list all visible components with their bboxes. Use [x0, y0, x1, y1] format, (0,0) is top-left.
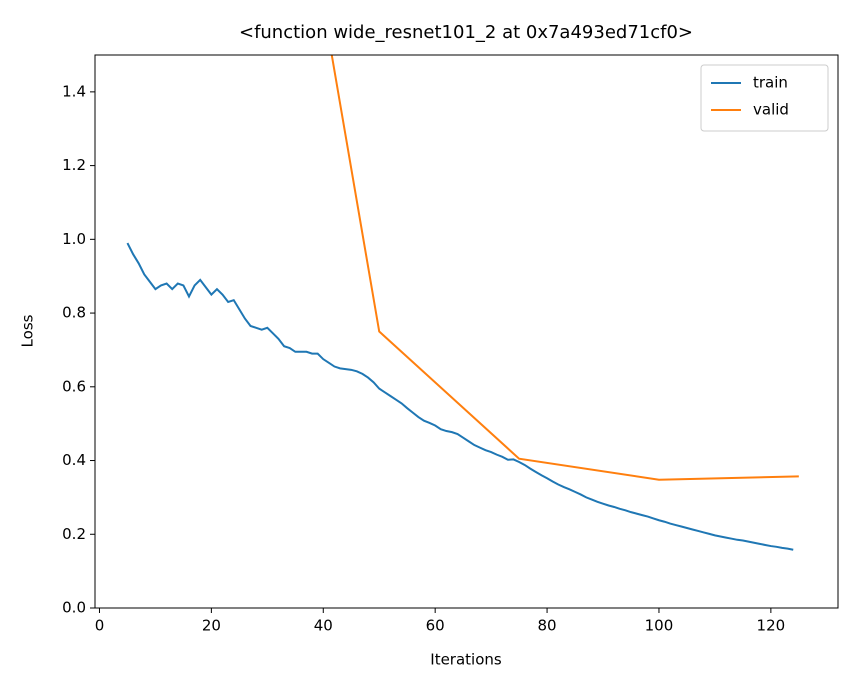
plot-lines [126, 55, 799, 551]
x-axis-label: Iterations [430, 651, 502, 669]
y-tick-label: 1.0 [62, 230, 86, 248]
x-tick-label: 40 [314, 617, 333, 635]
y-tick-label: 0.2 [62, 525, 86, 543]
plot-frame [94, 54, 839, 609]
x-tick-label: 100 [645, 617, 674, 635]
x-tick-label: 0 [95, 617, 105, 635]
x-tick-label: 80 [538, 617, 557, 635]
series-line [126, 242, 794, 551]
x-tick-label: 60 [426, 617, 445, 635]
y-tick-label: 1.2 [62, 156, 86, 174]
y-tick-label: 0.6 [62, 377, 86, 395]
x-tick-label: 120 [757, 617, 786, 635]
y-tick-label: 1.4 [62, 82, 86, 100]
y-tick-label: 0.4 [62, 451, 86, 469]
y-tick-label: 0.8 [62, 304, 86, 322]
y-tick-label: 0.0 [62, 599, 86, 617]
legend-box [700, 64, 829, 132]
x-tick-label: 20 [202, 617, 221, 635]
y-axis-label: Loss [19, 314, 37, 347]
legend-label: train [753, 74, 788, 92]
chart-title: <function wide_resnet101_2 at 0x7a493ed7… [239, 22, 693, 43]
legend-label: valid [753, 101, 789, 119]
series-line [330, 55, 799, 481]
